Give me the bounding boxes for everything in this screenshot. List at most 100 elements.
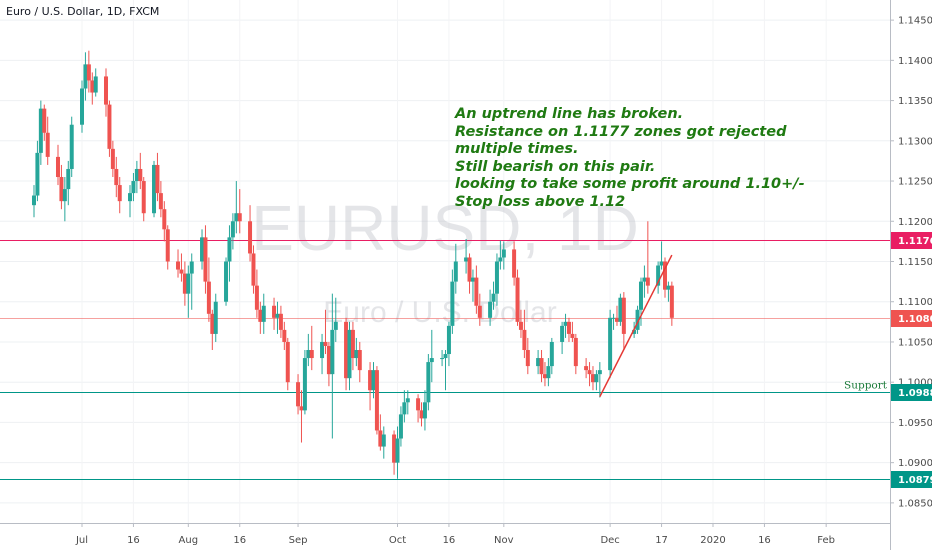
price-label-text: 1.09882 — [898, 388, 932, 399]
candle — [344, 317, 349, 391]
candle-body — [110, 148, 115, 169]
time-tick-label: Nov — [494, 535, 514, 546]
candle — [474, 265, 479, 314]
time-tick-label: 2020 — [700, 535, 725, 546]
candle-body — [189, 261, 194, 274]
time-tick-label: 17 — [655, 535, 668, 546]
candle — [378, 414, 383, 451]
candle — [512, 241, 517, 286]
candle-body — [525, 350, 530, 367]
candle-body — [90, 80, 95, 93]
candle-body — [134, 168, 139, 182]
candle-body — [323, 341, 328, 346]
candle — [35, 140, 40, 202]
candle-body — [611, 317, 616, 319]
candle — [642, 265, 647, 298]
time-tick-label: 16 — [233, 535, 246, 546]
candle — [570, 321, 575, 342]
candle-body — [302, 358, 307, 411]
candle — [597, 362, 602, 398]
candle — [251, 245, 256, 294]
candle-body — [35, 152, 40, 196]
price-axis[interactable]: 1.08500 1.09000 1.09500 1.10000 1.10500 1.110… — [890, 0, 932, 550]
price-tick-label: 1.09500 — [898, 418, 932, 429]
candle — [86, 50, 91, 93]
candle-body — [656, 265, 661, 286]
candle-body — [638, 281, 643, 310]
candle-body — [285, 341, 290, 383]
candle — [333, 297, 338, 342]
candle — [539, 350, 544, 383]
candle-body — [69, 124, 74, 169]
candle — [186, 265, 191, 318]
candle — [326, 341, 331, 387]
candle — [176, 249, 181, 278]
candle — [453, 243, 458, 294]
candle-body — [570, 333, 575, 338]
candle-body — [138, 168, 143, 182]
price-tick-label: 1.14000 — [898, 56, 932, 67]
price-tick-label: 1.09000 — [898, 458, 932, 469]
watermark-symbol: EURUSD, 1D — [251, 192, 639, 264]
price-tick-label: 1.13000 — [898, 136, 932, 147]
analysis-note-line: An uptrend line has broken. — [455, 106, 684, 122]
candle-body — [165, 229, 170, 262]
candle — [522, 309, 527, 359]
candle — [302, 350, 307, 415]
candle — [638, 277, 643, 326]
candle — [536, 350, 541, 375]
time-axis[interactable]: Jul 16 Aug 16 Sep Oct 16 Nov Dec 17 2020 16 Feb — [0, 523, 890, 546]
candle — [464, 238, 469, 274]
candle-body — [248, 221, 253, 254]
candle-body — [357, 350, 362, 371]
candle-body — [488, 301, 493, 318]
candle-body — [549, 341, 554, 367]
candle — [258, 301, 263, 334]
price-tick-label: 1.10000 — [898, 378, 932, 389]
candle — [59, 164, 64, 210]
candle — [330, 293, 335, 439]
candle-body — [381, 434, 386, 447]
candle-body — [278, 313, 283, 330]
price-tick-label: 1.13500 — [898, 96, 932, 107]
analysis-note[interactable]: An uptrend line has broken. Resistance o… — [455, 106, 875, 211]
candle-body — [210, 313, 215, 334]
candle-body — [31, 195, 36, 206]
symbol-title-text[interactable]: Euro / U.S. Dollar, 1D, FXCM — [6, 5, 160, 18]
candle — [254, 269, 259, 318]
candle — [405, 390, 410, 415]
candle — [200, 229, 205, 270]
uptrend-line[interactable] — [599, 254, 673, 398]
horizontal-lines[interactable]: Support — [0, 240, 890, 480]
candle — [282, 321, 287, 351]
candle — [248, 205, 253, 262]
candle-body — [162, 209, 167, 230]
symbol-title[interactable]: Euro / U.S. Dollar, 1D, FXCM — [6, 5, 159, 18]
candle-body — [398, 414, 403, 439]
candle-body — [614, 317, 619, 322]
candle-body — [594, 374, 599, 383]
candle-body — [275, 313, 280, 318]
candles — [31, 50, 674, 479]
candle — [179, 253, 184, 282]
candle-body — [498, 257, 503, 262]
candle-body — [515, 277, 520, 322]
candle-body — [141, 181, 146, 214]
candle-body — [237, 213, 242, 222]
candle — [443, 350, 448, 391]
candle-body — [392, 434, 397, 463]
price-label-text: 1.08795 — [898, 475, 932, 486]
candle-body — [618, 297, 623, 322]
price-label-badge — [891, 310, 932, 327]
candle — [515, 269, 520, 326]
candle — [501, 241, 506, 270]
candle — [42, 104, 47, 141]
candle-body — [227, 237, 232, 262]
candle-body — [224, 261, 229, 302]
candle — [62, 177, 67, 222]
candle-body — [86, 64, 91, 81]
trendline-segment[interactable] — [599, 254, 673, 398]
support-tag: Support — [844, 380, 888, 392]
candle-body — [251, 253, 256, 286]
